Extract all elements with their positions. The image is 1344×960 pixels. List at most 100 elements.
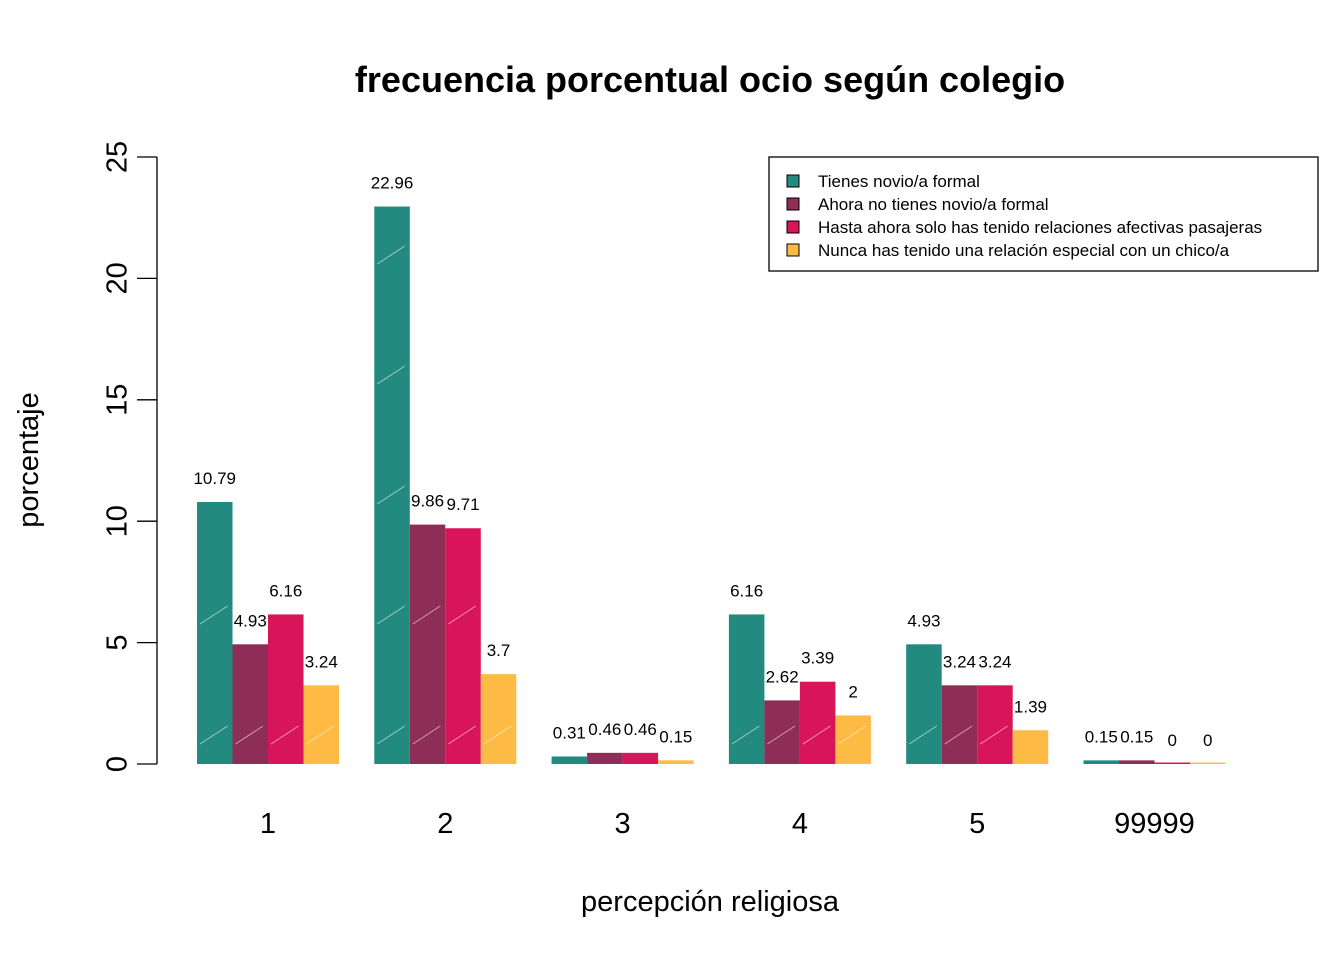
bar-hatch	[412, 725, 441, 745]
legend-swatch	[786, 174, 800, 188]
x-tick-label: 5	[969, 808, 985, 840]
data-label: 3.7	[487, 641, 511, 660]
bar-1-4	[728, 614, 765, 764]
x-tick-label: 99999	[1114, 808, 1195, 840]
y-tick-label: 5	[102, 635, 134, 651]
bar-hatch	[448, 725, 477, 745]
data-label: 4.93	[907, 611, 940, 630]
bar-4-2	[480, 674, 517, 764]
bars	[197, 206, 1226, 765]
bar-hatch	[412, 605, 441, 625]
bar-hatch	[979, 725, 1008, 745]
bar-3-5	[977, 685, 1013, 764]
y-tick-label: 0	[102, 756, 134, 772]
y-axis: 0 5 10 15 20 25	[102, 141, 158, 772]
bar-hatch	[802, 725, 831, 745]
legend-entry: Hasta ahora solo has tenido relaciones a…	[818, 218, 1262, 237]
bar-hatch	[838, 725, 867, 745]
data-label: 9.86	[411, 492, 444, 511]
y-tick-label: 25	[102, 141, 134, 173]
bar-hatch	[767, 725, 796, 745]
legend-swatch	[786, 197, 800, 211]
data-label: 0.15	[1120, 727, 1153, 746]
data-label: 2	[848, 682, 857, 701]
bar-1-3	[551, 756, 588, 764]
legend-swatch	[786, 243, 800, 257]
legend-box	[768, 156, 1319, 272]
data-label: 0	[1203, 731, 1212, 750]
bar-hatch	[270, 725, 299, 745]
bar-hatch	[731, 725, 760, 745]
data-label: 3.39	[801, 649, 834, 668]
data-label: 0.46	[624, 720, 657, 739]
x-tick-label: 4	[792, 808, 808, 840]
data-label: 10.79	[193, 469, 236, 488]
bar-1-99999	[1083, 760, 1119, 764]
bar-4-4	[835, 715, 871, 764]
legend-entry: Nunca has tenido una relación especial c…	[818, 241, 1230, 260]
bar-2-3	[587, 752, 623, 764]
legend: Tienes novio/a formal Ahora no tienes nov…	[768, 156, 1319, 272]
data-label: 3.24	[978, 652, 1011, 671]
chart-title: frecuencia porcentual ocio según colegio	[355, 59, 1065, 100]
data-label: 0.15	[659, 727, 692, 746]
x-tick-label: 1	[260, 808, 276, 840]
bar-hatch	[377, 485, 406, 505]
bar-hatch	[377, 725, 406, 745]
data-label: 6.16	[269, 581, 302, 600]
bar-2-5	[941, 685, 978, 764]
data-label: 3.24	[305, 652, 338, 671]
data-label: 0	[1168, 731, 1177, 750]
data-label: 3.24	[943, 652, 976, 671]
data-label: 22.96	[371, 174, 414, 193]
bar-3-3	[622, 752, 659, 764]
data-label: 1.39	[1014, 697, 1047, 716]
bar-1-5	[906, 644, 942, 764]
bar-hatch	[235, 725, 264, 745]
bar-3-1	[268, 614, 304, 764]
bar-hatch	[306, 725, 335, 745]
bar-2-2	[409, 524, 446, 764]
bar-hatch	[483, 725, 512, 745]
legend-swatch	[786, 220, 800, 234]
legend-entry: Tienes novio/a formal	[818, 172, 980, 191]
bar-hatch	[199, 725, 228, 745]
bar-4-3	[658, 760, 694, 764]
bar-hatch	[377, 365, 406, 385]
bar-hatch	[377, 605, 406, 625]
data-label: 9.71	[447, 495, 480, 514]
y-tick-label: 20	[102, 262, 134, 294]
x-tick-label: 3	[615, 808, 631, 840]
x-axis-label: percepción religiosa	[581, 886, 840, 918]
data-label: 6.16	[730, 581, 763, 600]
bar-hatch	[448, 605, 477, 625]
bar-3-4	[799, 681, 836, 764]
y-tick-label: 10	[102, 505, 134, 537]
bar-1-2	[374, 206, 410, 765]
bar-hatch	[908, 725, 937, 745]
bar-4-1	[303, 685, 339, 764]
bar-2-99999	[1119, 760, 1155, 764]
bar-4-5	[1012, 730, 1049, 764]
category-labels: 1 2 3 4 5 99999	[260, 808, 1195, 840]
bar-3-2	[445, 528, 481, 764]
y-tick-label: 15	[102, 384, 134, 416]
data-label: 0.15	[1085, 727, 1118, 746]
bar-hatch	[199, 605, 228, 625]
data-label: 0.31	[553, 723, 586, 742]
bar-4-99999	[1190, 762, 1226, 764]
bar-3-99999	[1154, 762, 1190, 764]
legend-entry: Ahora no tienes novio/a formal	[818, 195, 1049, 214]
bar-2-4	[764, 700, 800, 764]
bar-hatch	[377, 245, 406, 265]
data-label: 4.93	[234, 611, 267, 630]
bar-hatch	[944, 725, 973, 745]
x-tick-label: 2	[437, 808, 453, 840]
bar-2-1	[232, 644, 268, 764]
y-axis-label: porcentaje	[13, 392, 45, 527]
data-label: 2.62	[766, 667, 799, 686]
data-label: 0.46	[588, 720, 621, 739]
bar-1-1	[197, 502, 233, 764]
